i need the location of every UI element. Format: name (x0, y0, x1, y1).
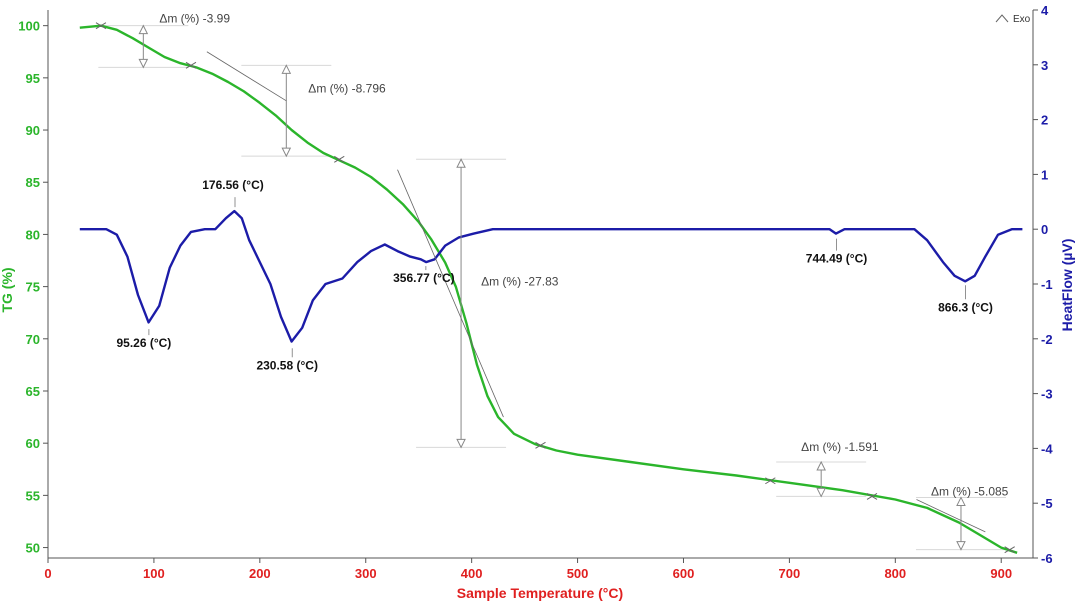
x-tick-label: 700 (779, 566, 801, 581)
y-left-tick-label: 65 (26, 384, 40, 399)
x-tick-label: 200 (249, 566, 271, 581)
tangent-line (916, 499, 986, 533)
arrow-up-icon (456, 158, 466, 168)
x-axis-title: Sample Temperature (°C) (457, 585, 623, 601)
y-left-tick-label: 80 (26, 227, 40, 242)
y-left-axis-title: TG (%) (0, 267, 15, 312)
y-left-tick-label: 85 (26, 175, 40, 190)
x-tick-label: 300 (355, 566, 377, 581)
y-right-tick-label: -4 (1041, 441, 1053, 456)
onset-cross-marker (866, 492, 878, 500)
arrow-down-icon (956, 541, 966, 551)
y-right-tick-label: 3 (1041, 58, 1048, 73)
arrow-up-icon (956, 496, 966, 506)
y-right-tick-label: -3 (1041, 387, 1053, 402)
y-left-tick-label: 50 (26, 541, 40, 556)
y-right-tick-label: 4 (1041, 3, 1049, 18)
exo-legend: Exo (995, 14, 1031, 25)
arrow-up-icon (816, 460, 826, 471)
onset-cross-marker (185, 61, 197, 69)
peak-label: 866.3 (°C) (938, 300, 993, 314)
y-right-tick-label: -5 (1041, 496, 1053, 511)
y-right-tick-label: -2 (1041, 332, 1053, 347)
arrow-up-icon (281, 64, 292, 74)
y-left-tick-label: 75 (26, 280, 40, 295)
peak-label: 744.49 (°C) (806, 252, 868, 266)
exo-arrow-icon (995, 14, 1009, 23)
y-right-tick-label: -6 (1041, 551, 1053, 566)
x-tick-label: 600 (673, 566, 695, 581)
onset-cross-marker (334, 155, 345, 163)
y-left-tick-label: 90 (26, 123, 40, 138)
arrow-down-icon (456, 438, 466, 449)
heatflow-series-line (79, 209, 1023, 343)
mass-loss-label: Δm (%) -8.796 (308, 82, 386, 96)
arrow-up-icon (138, 24, 149, 35)
exo-label: Exo (1013, 14, 1031, 25)
y-right-tick-label: -1 (1041, 277, 1053, 292)
mass-loss-label: Δm (%) -3.99 (159, 12, 230, 26)
y-left-tick-label: 70 (26, 332, 40, 347)
y-right-tick-label: 2 (1041, 113, 1048, 128)
tangent-line (206, 51, 287, 102)
peak-label: 95.26 (°C) (116, 336, 171, 350)
onset-cross-marker (765, 477, 776, 485)
arrow-down-icon (816, 487, 826, 498)
x-tick-label: 100 (143, 566, 165, 581)
mass-loss-label: Δm (%) -1.591 (801, 440, 879, 454)
x-tick-label: 400 (461, 566, 483, 581)
x-tick-label: 500 (567, 566, 589, 581)
mass-loss-label: Δm (%) -5.085 (931, 485, 1009, 499)
y-left-tick-label: 60 (26, 436, 40, 451)
annotations: Δm (%) -3.99 Δm (%) -8.796 Δm (%) -27.83 Δm… (95, 12, 1015, 554)
x-tick-label: 800 (884, 566, 906, 581)
arrow-down-icon (138, 58, 149, 69)
y-left-tick-label: 100 (18, 19, 40, 34)
tangent-line (397, 169, 504, 418)
y-left-tick-label: 95 (26, 71, 40, 86)
y-right-tick-label: 0 (1041, 222, 1048, 237)
onset-cross-marker (1004, 546, 1015, 554)
peak-label: 230.58 (°C) (256, 358, 318, 372)
axes: 0 100 200 300 400 500 600 700 800 900505560657075… (18, 3, 1053, 581)
onset-cross-marker (95, 22, 107, 30)
peak-label: 356.77 (°C) (393, 271, 455, 285)
onset-cross-marker (535, 441, 546, 449)
series (79, 24, 1023, 554)
y-right-tick-label: 1 (1041, 167, 1048, 182)
arrow-down-icon (281, 147, 292, 158)
y-left-tick-label: 55 (26, 488, 40, 503)
peak-label: 176.56 (°C) (202, 178, 264, 192)
y-right-axis-title: HeatFlow (µV) (1059, 239, 1075, 332)
mass-loss-label: Δm (%) -27.83 (481, 274, 559, 288)
tg-series-line (79, 24, 1018, 554)
x-tick-label: 900 (990, 566, 1012, 581)
x-tick-label: 0 (44, 566, 51, 581)
